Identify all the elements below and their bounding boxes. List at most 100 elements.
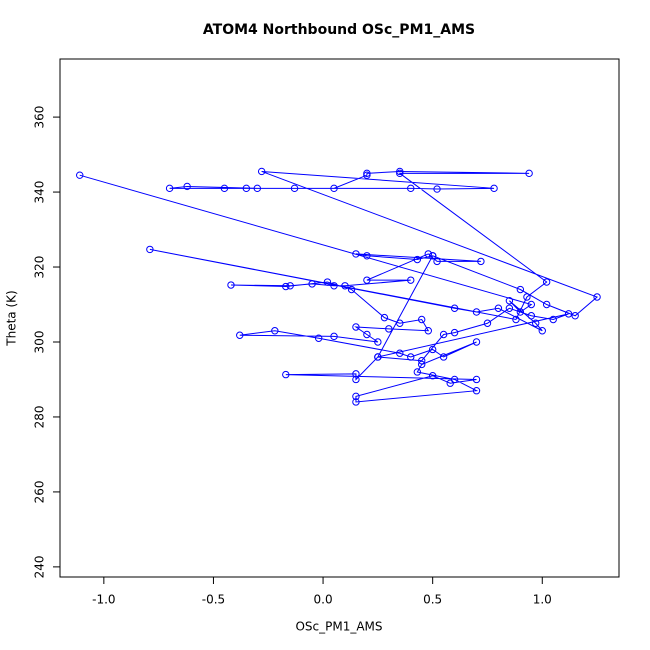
data-point: [352, 375, 360, 384]
y-tick-label: 320: [33, 256, 47, 279]
data-point: [242, 184, 251, 193]
data-point: [396, 167, 404, 176]
data-point: [450, 375, 459, 384]
data-point: [571, 312, 579, 320]
data-point: [527, 312, 536, 320]
data-point: [527, 300, 536, 309]
data-point: [428, 252, 437, 260]
data-point: [282, 282, 290, 291]
x-tick-label: 0.5: [423, 593, 442, 607]
data-point: [418, 360, 426, 369]
data-point: [236, 331, 244, 339]
data-point: [433, 257, 441, 266]
data-point: [505, 304, 514, 312]
data-point: [428, 372, 437, 380]
y-tick-label: 340: [33, 181, 47, 204]
data-point: [352, 392, 360, 401]
data-point: [257, 167, 266, 176]
data-point: [363, 276, 371, 284]
data-point: [380, 313, 389, 322]
data-point: [352, 398, 360, 406]
data-point: [396, 169, 404, 178]
data-point: [516, 285, 525, 294]
data-point: [330, 332, 338, 341]
data-point: [352, 323, 360, 331]
data-point: [146, 245, 154, 254]
data-point: [450, 304, 459, 312]
data-point: [424, 327, 432, 335]
data-point: [494, 304, 503, 312]
data-point: [439, 330, 448, 339]
y-axis-label: Theta (K): [5, 290, 19, 346]
data-point: [352, 370, 360, 378]
data-point: [439, 353, 448, 361]
data-point: [286, 282, 294, 290]
x-tick-label: -1.0: [92, 593, 115, 607]
data-point: [428, 345, 437, 354]
data-point: [424, 250, 432, 258]
data-point: [314, 334, 323, 342]
data-point: [323, 278, 332, 286]
plot-frame: [59, 58, 620, 578]
data-point: [564, 310, 573, 318]
data-point: [352, 250, 360, 258]
y-tick-label: 260: [33, 480, 47, 503]
y-tick-label: 300: [33, 331, 47, 354]
data-point: [542, 278, 551, 286]
y-tick-label: 280: [33, 405, 47, 428]
data-point: [549, 315, 557, 324]
data-point: [418, 357, 426, 365]
data-point: [450, 328, 459, 337]
data-point: [330, 282, 338, 290]
data-point: [341, 282, 349, 290]
data-point: [472, 375, 481, 384]
data-point: [396, 349, 404, 357]
data-point: [374, 353, 382, 361]
data-point: [472, 387, 481, 395]
data-point: [227, 281, 235, 289]
y-tick-label: 240: [33, 555, 47, 578]
data-point: [308, 280, 316, 288]
data-point: [363, 330, 371, 339]
data-point: [330, 184, 338, 193]
data-point: [490, 184, 498, 193]
x-axis-label: OSc_PM1_AMS: [295, 620, 382, 634]
data-point: [542, 300, 551, 309]
data-point: [385, 325, 393, 333]
data-point: [347, 285, 356, 294]
data-point: [407, 353, 415, 361]
data-point: [477, 257, 485, 266]
y-tick-label: 360: [33, 106, 47, 129]
data-point: [363, 252, 371, 260]
data-point: [220, 184, 229, 193]
data-point: [538, 327, 546, 335]
data-point: [472, 338, 481, 346]
data-point: [271, 327, 279, 335]
data-point: [407, 276, 415, 284]
x-tick-label: -0.5: [202, 593, 225, 607]
data-point: [472, 308, 481, 316]
data-point: [76, 171, 84, 179]
data-point: [183, 182, 191, 191]
data-point: [363, 169, 371, 178]
data-point: [523, 293, 531, 301]
chart-title: ATOM4 Northbound OSc_PM1_AMS: [203, 22, 475, 38]
data-point: [407, 184, 415, 193]
data-point: [363, 171, 371, 179]
data-point: [516, 308, 525, 316]
data-point: [418, 315, 426, 324]
data-point: [413, 368, 422, 376]
data-point: [525, 169, 533, 178]
data-point: [282, 370, 290, 379]
x-tick-label: 0.0: [314, 593, 333, 607]
data-point: [446, 379, 454, 387]
data-point: [396, 319, 404, 327]
data-point: [413, 255, 422, 264]
data-point: [531, 319, 540, 327]
x-tick-label: 1.0: [533, 593, 552, 607]
data-point: [505, 297, 514, 305]
data-point: [512, 315, 520, 324]
data-point: [165, 184, 174, 193]
data-point: [433, 185, 441, 193]
